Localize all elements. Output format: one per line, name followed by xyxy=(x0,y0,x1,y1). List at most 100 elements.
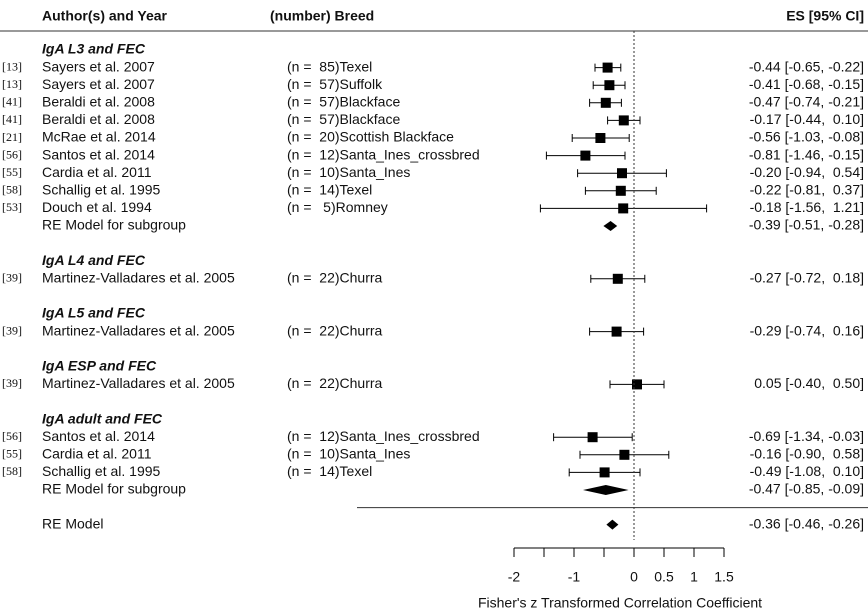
es-label: -0.18 [-1.56, 1.21] xyxy=(750,199,864,215)
reference: [39] xyxy=(2,271,22,285)
subgroup-title: IgA L4 and FEC xyxy=(42,252,146,268)
es-label: -0.49 [-1.08, 0.10] xyxy=(750,463,864,479)
x-axis-label: Fisher's z Transformed Correlation Coeff… xyxy=(478,595,762,611)
effect-square xyxy=(617,168,627,179)
es-label: -0.47 [-0.74, -0.21] xyxy=(749,94,864,110)
reference: [21] xyxy=(2,130,22,144)
breed: (n = 10)Santa_Ines xyxy=(287,164,410,180)
author-year: Cardia et al. 2011 xyxy=(42,446,152,462)
reference: [13] xyxy=(2,77,22,91)
reference: [13] xyxy=(2,59,22,73)
reference: [53] xyxy=(2,200,22,214)
effect-square xyxy=(618,203,629,214)
header-breed: (number) Breed xyxy=(270,8,374,24)
reference: [58] xyxy=(2,183,22,197)
effect-square xyxy=(599,467,610,478)
author-year: McRae et al. 2014 xyxy=(42,129,156,145)
es-label: -0.27 [-0.72, 0.18] xyxy=(750,270,864,286)
breed: (n = 14)Texel xyxy=(287,182,372,198)
es-label: -0.47 [-0.85, -0.09] xyxy=(749,481,864,497)
es-label: -0.20 [-0.94, 0.54] xyxy=(750,164,864,180)
author-year: Sayers et al. 2007 xyxy=(42,58,155,74)
subgroup-title: IgA ESP and FEC xyxy=(42,358,157,374)
header-author: Author(s) and Year xyxy=(42,8,168,24)
author-year: Douch et al. 1994 xyxy=(42,199,152,215)
x-tick-label: -1 xyxy=(568,569,581,585)
breed: (n = 57)Blackface xyxy=(287,94,400,110)
author-year: Schallig et al. 1995 xyxy=(42,463,161,479)
author-year: Cardia et al. 2011 xyxy=(42,164,152,180)
es-label: -0.41 [-0.68, -0.15] xyxy=(749,76,864,92)
summary-diamond xyxy=(603,221,618,231)
es-label: -0.36 [-0.46, -0.26] xyxy=(749,515,864,531)
breed: (n = 22)Churra xyxy=(287,322,383,338)
es-label: -0.17 [-0.44, 0.10] xyxy=(750,111,864,127)
summary-diamond xyxy=(606,519,619,530)
effect-square xyxy=(632,379,642,390)
subgroup-title: IgA L5 and FEC xyxy=(42,305,146,321)
reference: [58] xyxy=(2,464,22,478)
author-year: Martinez-Valladares et al. 2005 xyxy=(42,322,235,338)
es-label: -0.29 [-0.74, 0.16] xyxy=(750,322,864,338)
breed: (n = 57)Blackface xyxy=(287,111,400,127)
reference: [56] xyxy=(2,429,22,443)
subgroup-title: IgA adult and FEC xyxy=(42,410,163,426)
breed: (n = 85)Texel xyxy=(287,58,372,74)
reference: [39] xyxy=(2,323,22,337)
author-year: Martinez-Valladares et al. 2005 xyxy=(42,270,235,286)
x-tick-label: 0.5 xyxy=(654,569,674,585)
header-es: ES [95% CI] xyxy=(786,8,864,24)
effect-square xyxy=(618,115,629,126)
subgroup-title: IgA L3 and FEC xyxy=(42,41,146,57)
effect-square xyxy=(611,326,622,337)
breed: (n = 10)Santa_Ines xyxy=(287,446,410,462)
x-tick-label: 1.5 xyxy=(714,569,734,585)
effect-square xyxy=(619,449,630,460)
breed: (n = 22)Churra xyxy=(287,375,383,391)
es-label: -0.69 [-1.34, -0.03] xyxy=(749,428,864,444)
x-tick-label: 1 xyxy=(690,569,698,585)
effect-square xyxy=(612,273,623,284)
breed: (n = 57)Suffolk xyxy=(287,76,383,92)
model-name: RE Model xyxy=(42,515,103,531)
breed: (n = 5)Romney xyxy=(287,199,388,215)
effect-square xyxy=(580,150,591,161)
breed: (n = 20)Scottish Blackface xyxy=(287,129,454,145)
effect-square xyxy=(595,133,606,143)
reference: [41] xyxy=(2,95,22,109)
author-year: Martinez-Valladares et al. 2005 xyxy=(42,375,235,391)
reference: [55] xyxy=(2,447,22,461)
es-label: -0.16 [-0.90, 0.58] xyxy=(750,446,864,462)
breed: (n = 14)Texel xyxy=(287,463,372,479)
model-name: RE Model for subgroup xyxy=(42,481,186,497)
es-label: -0.22 [-0.81, 0.37] xyxy=(750,182,864,198)
author-year: Beraldi et al. 2008 xyxy=(42,94,155,110)
x-tick-label: -2 xyxy=(508,569,521,585)
x-tick-label: 0 xyxy=(630,569,638,585)
breed: (n = 22)Churra xyxy=(287,270,383,286)
es-label: -0.56 [-1.03, -0.08] xyxy=(749,129,864,145)
effect-square xyxy=(600,97,611,108)
effect-square xyxy=(615,185,626,196)
reference: [39] xyxy=(2,376,22,390)
es-label: -0.39 [-0.51, -0.28] xyxy=(749,217,864,233)
author-year: Beraldi et al. 2008 xyxy=(42,111,155,127)
author-year: Santos et al. 2014 xyxy=(42,146,155,162)
author-year: Santos et al. 2014 xyxy=(42,428,155,444)
breed: (n = 12)Santa_Ines_crossbred xyxy=(287,146,480,162)
summary-diamond xyxy=(583,485,629,495)
es-label: -0.81 [-1.46, -0.15] xyxy=(749,146,864,162)
reference: [56] xyxy=(2,147,22,161)
author-year: Schallig et al. 1995 xyxy=(42,182,161,198)
es-label: -0.44 [-0.65, -0.22] xyxy=(749,58,864,74)
model-name: RE Model for subgroup xyxy=(42,217,186,233)
author-year: Sayers et al. 2007 xyxy=(42,76,155,92)
reference: [41] xyxy=(2,112,22,126)
effect-square xyxy=(602,62,613,73)
effect-square xyxy=(587,432,598,443)
effect-square xyxy=(604,80,615,91)
es-label: 0.05 [-0.40, 0.50] xyxy=(754,375,864,391)
reference: [55] xyxy=(2,165,22,179)
